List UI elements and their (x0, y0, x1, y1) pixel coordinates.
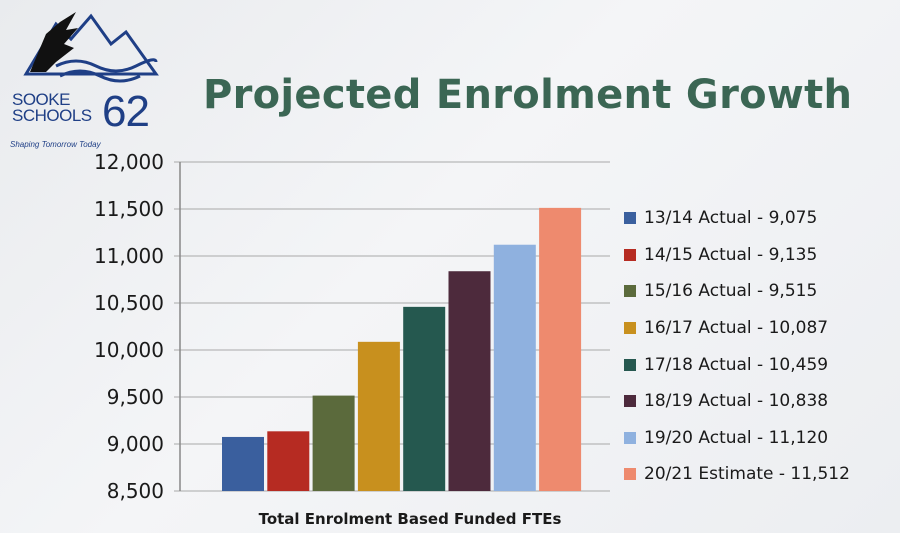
legend-item: 19/20 Actual - 11,120 (624, 420, 850, 457)
legend-label: 13/14 Actual - 9,075 (644, 208, 818, 229)
y-tick-label: 10,500 (94, 291, 164, 315)
legend-label: 15/16 Actual - 9,515 (644, 281, 818, 302)
logo-word-schools: SCHOOLS (12, 106, 92, 125)
chart-title: Projected Enrolment Growth (203, 72, 853, 118)
y-tick-label: 12,000 (94, 150, 164, 174)
legend-item: 13/14 Actual - 9,075 (624, 200, 850, 237)
legend-swatch (624, 212, 636, 225)
logo-word-sooke: SOOKE (12, 90, 70, 109)
bar-14-15-actual (267, 431, 310, 491)
y-tick-label: 9,000 (107, 432, 164, 456)
legend-swatch (624, 285, 636, 298)
legend-label: 16/17 Actual - 10,087 (644, 318, 829, 339)
x-axis-label: Total Enrolment Based Funded FTEs (258, 510, 562, 528)
y-tick-label: 10,000 (94, 338, 164, 362)
legend-swatch (624, 468, 636, 481)
mountain-logo-icon (23, 12, 159, 83)
y-tick-label: 11,000 (94, 244, 164, 268)
legend-item: 14/15 Actual - 9,135 (624, 237, 850, 274)
legend-swatch (624, 395, 636, 408)
legend-item: 20/21 Estimate - 11,512 (624, 456, 850, 493)
school-district-logo: SOOKE SCHOOLS 62 Shaping Tomorrow Today (8, 4, 173, 154)
legend-item: 18/19 Actual - 10,838 (624, 383, 850, 420)
bar-20-21-estimate (539, 207, 582, 491)
bar-13-14-actual (222, 436, 264, 491)
bar-15-16-actual (312, 395, 355, 491)
bar-16-17-actual (357, 341, 400, 491)
legend-label: 20/21 Estimate - 11,512 (644, 464, 850, 485)
y-tick-label: 9,500 (107, 385, 164, 409)
legend-item: 16/17 Actual - 10,087 (624, 310, 850, 347)
bars (222, 207, 582, 491)
bar-17-18-actual (403, 306, 446, 491)
bar-18-19-actual (448, 271, 491, 491)
chart-legend: 13/14 Actual - 9,075 14/15 Actual - 9,135… (624, 200, 850, 493)
legend-item: 15/16 Actual - 9,515 (624, 273, 850, 310)
y-axis-tick-labels: 8,500 9,000 9,500 10,000 10,500 11,000 11,500 1… (94, 150, 164, 503)
logo-number: 62 (102, 87, 150, 136)
legend-label: 19/20 Actual - 11,120 (644, 427, 829, 448)
logo-wordmark: SOOKE SCHOOLS (12, 90, 92, 125)
y-tick-label: 11,500 (94, 197, 164, 221)
legend-label: 17/18 Actual - 10,459 (644, 354, 829, 375)
legend-label: 18/19 Actual - 10,838 (644, 391, 829, 412)
legend-swatch (624, 431, 636, 444)
legend-swatch (624, 248, 636, 261)
y-tick-label: 8,500 (107, 479, 164, 503)
bar-19-20-actual (493, 244, 536, 491)
legend-swatch (624, 322, 636, 335)
legend-swatch (624, 358, 636, 371)
logo-tagline: Shaping Tomorrow Today (10, 140, 101, 149)
legend-label: 14/15 Actual - 9,135 (644, 244, 818, 265)
legend-item: 17/18 Actual - 10,459 (624, 346, 850, 383)
